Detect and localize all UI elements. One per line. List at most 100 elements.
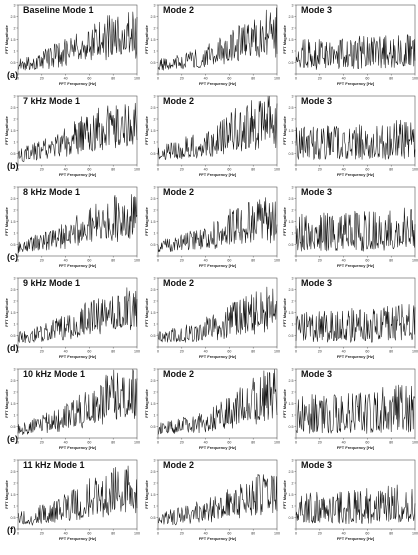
- y-axis-label: FFT Magnitude: [144, 389, 149, 418]
- row-label: (c): [7, 252, 18, 262]
- fft-panel: 0.5 1 1.5 2 2.5 3 0 20 40 60 80 100 FFT Frequency [H…: [4, 367, 140, 450]
- fft-magnitude-line: [157, 96, 278, 160]
- y-tick-label: 1.5: [289, 38, 294, 42]
- x-tick-label: 20: [40, 350, 44, 354]
- x-tick-label: 40: [342, 168, 346, 172]
- y-tick-label: 2: [14, 481, 16, 485]
- x-tick-label: 20: [318, 441, 322, 445]
- x-tick-label: 20: [40, 441, 44, 445]
- x-tick-label: 80: [389, 77, 393, 81]
- fft-panel: 0.5 1 1.5 2 2.5 3 0 20 40 60 80 100 FFT Frequency [H…: [282, 276, 418, 359]
- y-tick-label: 1.5: [11, 129, 16, 133]
- y-tick-label: 3: [154, 3, 156, 7]
- x-tick-label: 0: [17, 259, 19, 263]
- y-tick-label: 2.5: [289, 15, 294, 19]
- y-axis-label: FFT Magnitude: [282, 298, 287, 327]
- x-tick-label: 80: [111, 350, 115, 354]
- fft-panel: 0.5 1 1.5 2 2.5 3 0 20 40 60 80 100 FFT Frequency [H…: [4, 276, 140, 359]
- x-tick-label: 60: [227, 350, 231, 354]
- x-tick-label: 0: [295, 77, 297, 81]
- y-tick-label: 2.5: [151, 379, 156, 383]
- x-tick-label: 100: [412, 259, 418, 263]
- y-tick-label: 0.5: [11, 516, 16, 520]
- x-axis-label: FFT Frequency [Hz]: [59, 354, 97, 359]
- y-tick-label: 3: [14, 185, 16, 189]
- y-tick-label: 1: [14, 49, 16, 53]
- y-tick-label: 2.5: [289, 288, 294, 292]
- panel-title: Mode 2: [163, 187, 194, 197]
- x-tick-label: 0: [157, 441, 159, 445]
- y-tick-label: 3: [154, 94, 156, 98]
- panel-title: Mode 2: [163, 369, 194, 379]
- x-tick-label: 20: [40, 532, 44, 536]
- x-tick-label: 0: [157, 350, 159, 354]
- x-tick-label: 60: [227, 441, 231, 445]
- x-tick-label: 0: [17, 350, 19, 354]
- x-tick-label: 100: [134, 532, 140, 536]
- y-tick-label: 0.5: [289, 334, 294, 338]
- x-tick-label: 80: [111, 259, 115, 263]
- fft-panel: 0.5 1 1.5 2 2.5 3 0 20 40 60 80 100 FFT Frequency [H…: [144, 94, 280, 177]
- y-tick-label: 1.5: [151, 38, 156, 42]
- fft-magnitude-line: [295, 34, 416, 70]
- y-tick-label: 2: [14, 299, 16, 303]
- x-axis-label: FFT Frequency [Hz]: [59, 81, 97, 86]
- x-tick-label: 100: [134, 77, 140, 81]
- x-tick-label: 20: [40, 259, 44, 263]
- fft-magnitude-line: [17, 11, 138, 71]
- x-tick-label: 0: [157, 532, 159, 536]
- x-tick-label: 60: [87, 77, 91, 81]
- fft-panel: 0.5 1 1.5 2 2.5 3 0 20 40 60 80 100 FFT Frequency [H…: [144, 3, 280, 86]
- y-tick-label: 2: [292, 390, 294, 394]
- fft-magnitude-line: [157, 7, 278, 71]
- x-tick-label: 100: [134, 259, 140, 263]
- y-tick-label: 3: [292, 458, 294, 462]
- y-axis-label: FFT Magnitude: [144, 207, 149, 236]
- x-tick-label: 60: [87, 350, 91, 354]
- fft-magnitude-line: [17, 369, 138, 435]
- y-tick-label: 1.5: [289, 493, 294, 497]
- fft-magnitude-line: [295, 207, 416, 252]
- x-tick-label: 80: [389, 532, 393, 536]
- x-tick-label: 0: [157, 259, 159, 263]
- y-tick-label: 1.5: [151, 402, 156, 406]
- fft-panel: 0.5 1 1.5 2 2.5 3 0 20 40 60 80 100 FFT Frequency [H…: [282, 458, 418, 541]
- y-axis-label: FFT Magnitude: [282, 389, 287, 418]
- y-tick-label: 3: [14, 276, 16, 280]
- y-tick-label: 1: [154, 322, 156, 326]
- y-axis-label: FFT Magnitude: [4, 480, 9, 509]
- x-tick-label: 40: [204, 441, 208, 445]
- x-tick-label: 80: [251, 441, 255, 445]
- y-axis-label: FFT Magnitude: [144, 116, 149, 145]
- x-tick-label: 80: [389, 259, 393, 263]
- fft-panel: 0.5 1 1.5 2 2.5 3 0 20 40 60 80 100 FFT Frequency [H…: [282, 94, 418, 177]
- y-tick-label: 2.5: [289, 106, 294, 110]
- y-tick-label: 1.5: [151, 129, 156, 133]
- y-tick-label: 1: [14, 322, 16, 326]
- y-tick-label: 0.5: [151, 152, 156, 156]
- fft-magnitude-line: [295, 119, 416, 160]
- x-tick-label: 60: [365, 259, 369, 263]
- x-tick-label: 100: [412, 350, 418, 354]
- y-tick-label: 1.5: [11, 220, 16, 224]
- y-tick-label: 1: [154, 231, 156, 235]
- y-tick-label: 1.5: [11, 493, 16, 497]
- x-tick-label: 80: [251, 350, 255, 354]
- y-tick-label: 1.5: [289, 220, 294, 224]
- fft-panel: 0.5 1 1.5 2 2.5 3 0 20 40 60 80 100 FFT Frequency [H…: [4, 94, 140, 177]
- x-tick-label: 20: [180, 77, 184, 81]
- y-axis-label: FFT Magnitude: [144, 25, 149, 54]
- row-label: (b): [7, 161, 19, 171]
- y-tick-label: 1: [154, 140, 156, 144]
- x-tick-label: 80: [389, 168, 393, 172]
- y-tick-label: 2.5: [151, 288, 156, 292]
- y-tick-label: 2.5: [289, 197, 294, 201]
- x-tick-label: 40: [342, 77, 346, 81]
- y-tick-label: 0.5: [11, 334, 16, 338]
- y-tick-label: 2.5: [11, 379, 16, 383]
- y-axis-label: FFT Magnitude: [4, 389, 9, 418]
- fft-magnitude-line: [157, 286, 278, 343]
- y-tick-label: 1.5: [289, 402, 294, 406]
- x-axis-label: FFT Frequency [Hz]: [199, 81, 237, 86]
- x-tick-label: 20: [318, 168, 322, 172]
